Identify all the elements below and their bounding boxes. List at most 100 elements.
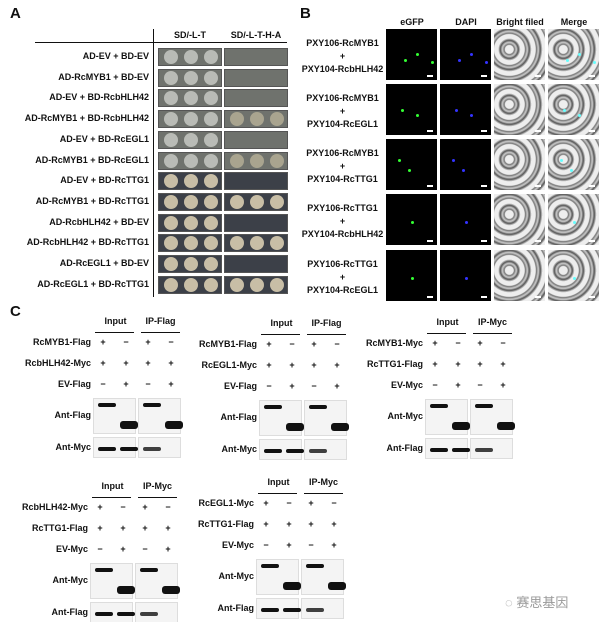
yeast-colony [204,174,218,189]
plate-spots [224,255,288,273]
yeast-colony [230,277,244,292]
protein-band [328,582,346,590]
western-blot [259,439,304,460]
yeast-colony [204,215,218,230]
plate-spots [158,234,222,253]
plate-spots [158,172,222,191]
construct-label: + [339,106,346,116]
western-blot [90,602,135,622]
dapi-image [440,139,491,190]
lane-sign: − [311,381,317,391]
scale-bar [427,185,433,187]
yeast-colony [164,236,178,251]
yeast-colony [164,194,178,209]
plate-spots [224,48,288,66]
yeast-colony [230,236,244,251]
nucleus-signal [411,277,414,280]
merge-image [548,250,599,301]
scale-bar [589,130,595,132]
nucleus-signal [485,61,488,64]
scale-bar [589,240,595,242]
protein-band [162,586,180,594]
protein-band [261,607,279,612]
nucleus-signal [593,61,596,64]
yeast-colony [184,132,198,147]
yeast-colony [184,153,198,168]
yeast-colony [184,215,198,230]
header-line [261,334,300,335]
plate-spots [224,234,288,253]
strain-label: AD-EV + BD-RcbHLH42 [49,92,149,103]
scale-bar [535,75,541,77]
blot-header-ip: IP-Flag [311,318,342,328]
header-line [307,334,346,335]
lane-sign: + [334,381,340,391]
protein-band [117,611,135,616]
egfp-image [386,194,437,245]
lane-sign: + [263,519,269,529]
yeast-colony [164,132,178,147]
header-line [141,332,180,333]
nucleus-signal [398,159,401,162]
protein-band [309,448,327,453]
construct-label: RcMYB1-Myc [365,338,423,348]
bright-field-image [494,29,545,80]
protein-band [264,448,282,453]
lane-sign: + [286,519,292,529]
lane-sign: + [145,337,151,347]
nucleus-signal [465,221,468,224]
yeast-colony [184,277,198,292]
yeast-colony [204,236,218,251]
panel-a-header-line [35,42,287,43]
lane-sign: + [168,379,174,389]
nucleus-signal [570,169,573,172]
lane-sign: + [286,540,292,550]
protein-band [95,611,113,616]
yeast-colony [204,50,218,64]
protein-band [98,446,116,451]
yeast-colony [270,277,284,292]
lane-sign: + [455,359,461,369]
blot-header-input: Input [104,316,127,326]
yeast-colony [164,91,178,106]
lane-sign: − [97,544,103,554]
egfp-image [386,139,437,190]
header-line [258,493,297,494]
construct-label: PXY106-RcTTG1 [307,203,378,213]
strain-label: AD-EV + BD-RcEGL1 [59,133,149,144]
scale-bar [535,296,541,298]
yeast-colony [184,194,198,209]
yeast-colony [184,257,198,271]
antibody-label: Ant-Flag [220,412,258,422]
western-blot [135,602,178,622]
panel-a-divider [153,29,154,297]
plate-spots [224,151,288,170]
blot-header-input: Input [267,477,290,487]
scale-bar [481,296,487,298]
lane-sign: − [289,339,295,349]
plate-spots [158,192,222,211]
protein-band [331,423,349,431]
yeast-colony [184,50,198,64]
antibody-label: Ant-Myc [52,575,89,585]
yeast-colony [204,70,218,85]
blot-header-ip: IP-Myc [142,481,172,491]
dapi-image [440,84,491,135]
construct-label: RcEGL1-Myc [201,360,257,370]
western-blot [425,399,470,435]
western-blot [135,563,180,599]
construct-label: PXY104-RcEGL1 [306,285,379,295]
lane-sign: + [477,359,483,369]
nucleus-signal [411,221,414,224]
nucleus-signal [578,114,581,117]
western-blot [470,438,513,459]
scale-bar [535,130,541,132]
panel-b-label: B [300,5,311,22]
scale-bar [589,185,595,187]
yeast-colony [250,194,264,209]
plate-spots [158,255,222,273]
egfp-image [386,250,437,301]
construct-label: PXY106-RcTTG1 [307,259,378,269]
construct-label: EV-Myc [221,540,254,550]
yeast-colony [270,112,284,127]
